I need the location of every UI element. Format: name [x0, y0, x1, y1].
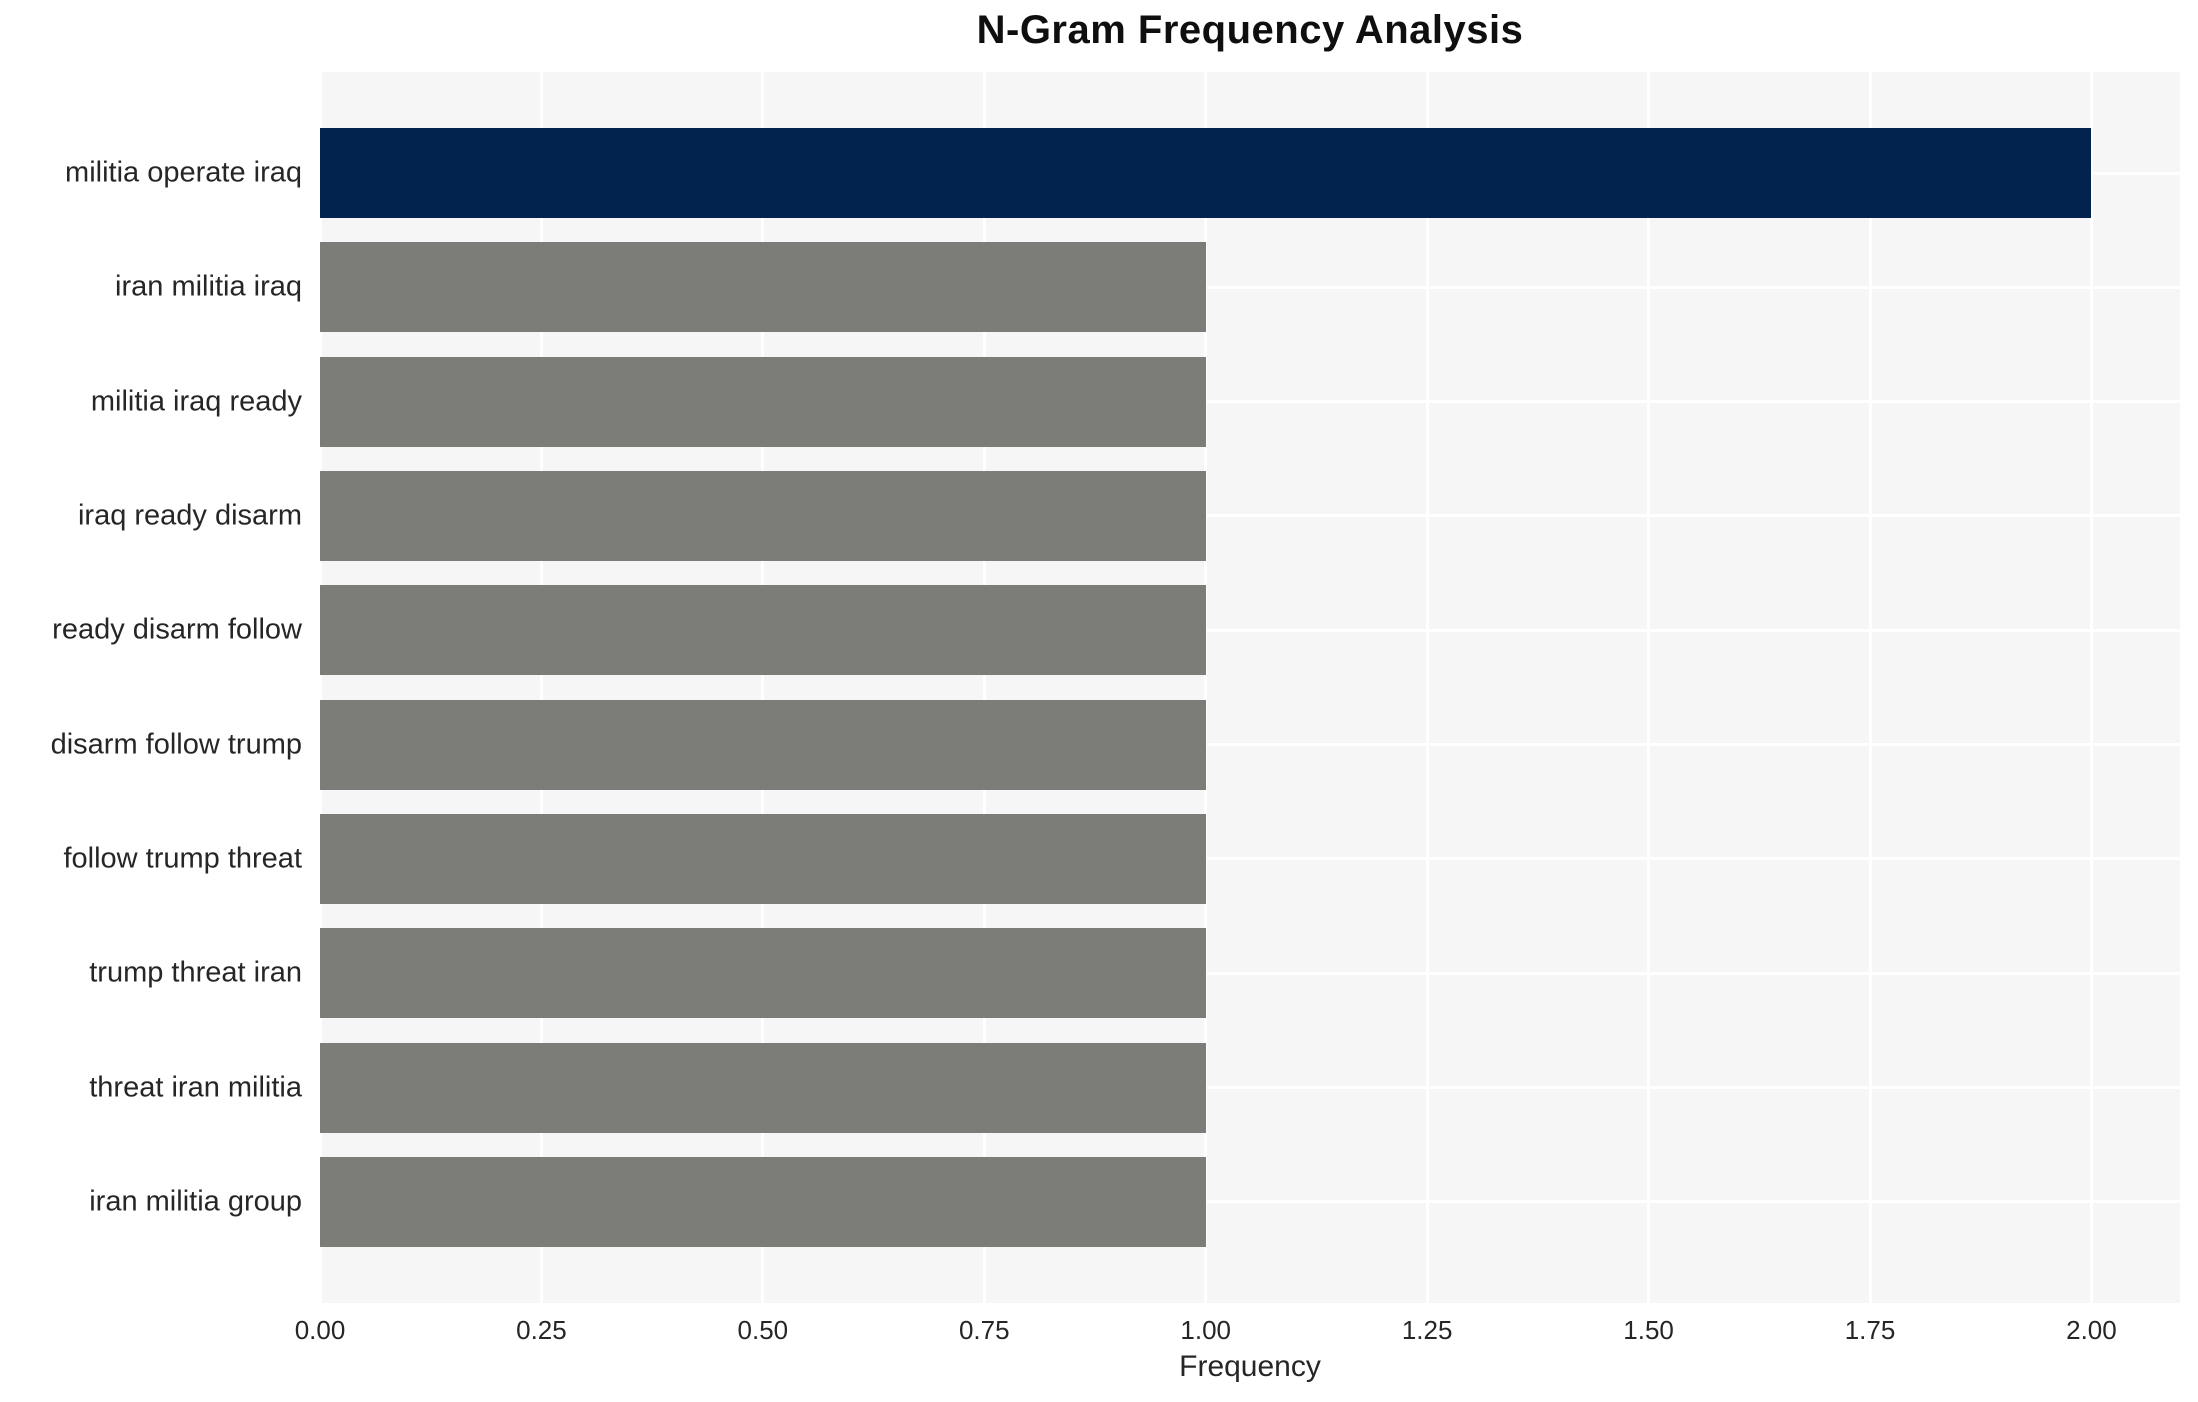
x-gridline [539, 72, 543, 1303]
plot-area [320, 72, 2180, 1303]
bar [320, 470, 1206, 561]
x-tick-label: 0.75 [958, 1315, 1010, 1345]
y-tick-label: ready disarm follow [52, 613, 302, 646]
bar [320, 928, 1206, 1019]
x-gridline [1647, 72, 1651, 1303]
bar [320, 1042, 1206, 1133]
y-tick-label: iraq ready disarm [77, 499, 302, 532]
y-tick-label: militia operate iraq [65, 156, 302, 189]
y-tick-label: iran militia iraq [115, 270, 302, 303]
y-gridline [320, 514, 2180, 518]
y-tick-label: iran militia group [89, 1185, 302, 1218]
y-gridline [320, 971, 2180, 975]
y-gridline [320, 1086, 2180, 1090]
bar [320, 1156, 1206, 1247]
y-gridline [320, 1200, 2180, 1204]
x-gridline [761, 72, 765, 1303]
x-gridline [1425, 72, 1429, 1303]
y-gridline [320, 285, 2180, 289]
x-gridline [982, 72, 986, 1303]
bar [320, 585, 1206, 676]
y-tick-label: disarm follow trump [50, 728, 302, 761]
y-gridline [320, 857, 2180, 861]
y-tick-label: militia iraq ready [90, 385, 302, 418]
x-tick-label: 0.00 [294, 1315, 346, 1345]
bar [320, 356, 1206, 447]
x-tick-label: 1.25 [1401, 1315, 1453, 1345]
bar [320, 242, 1206, 333]
x-gridline [2089, 72, 2093, 1303]
chart-title: N-Gram Frequency Analysis [976, 8, 1524, 52]
y-gridline [320, 628, 2180, 632]
y-tick-label: follow trump threat [63, 842, 302, 875]
x-axis-label: Frequency [1179, 1350, 1321, 1383]
x-tick-label: 2.00 [2066, 1315, 2117, 1345]
bar [320, 128, 2092, 218]
y-tick-label: trump threat iran [89, 956, 302, 989]
x-gridline [320, 72, 322, 1303]
x-tick-label: 1.00 [1180, 1315, 1232, 1345]
y-gridline [320, 743, 2180, 747]
x-tick-label: 1.75 [1844, 1315, 1896, 1345]
x-gridline [1204, 72, 1208, 1303]
x-tick-label: 0.25 [516, 1315, 567, 1345]
x-tick-label: 0.50 [737, 1315, 789, 1345]
bar [320, 813, 1206, 904]
x-tick-label: 1.50 [1623, 1315, 1674, 1345]
y-gridline [320, 400, 2180, 404]
bar [320, 699, 1206, 790]
x-gridline [1868, 72, 1872, 1303]
y-tick-label: threat iran militia [89, 1071, 302, 1104]
